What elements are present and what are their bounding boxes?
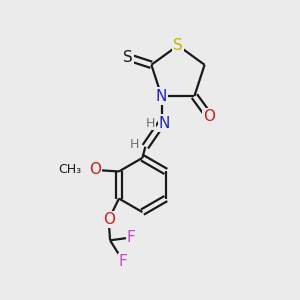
Text: H: H xyxy=(146,117,155,130)
Text: O: O xyxy=(89,163,101,178)
Text: F: F xyxy=(127,230,136,245)
Text: CH₃: CH₃ xyxy=(58,164,82,176)
Text: S: S xyxy=(173,38,183,53)
Text: H: H xyxy=(130,138,139,151)
Text: N: N xyxy=(159,116,170,131)
Text: S: S xyxy=(123,50,132,64)
Text: O: O xyxy=(203,109,215,124)
Text: F: F xyxy=(119,254,128,269)
Text: O: O xyxy=(103,212,115,227)
Text: N: N xyxy=(156,88,167,104)
